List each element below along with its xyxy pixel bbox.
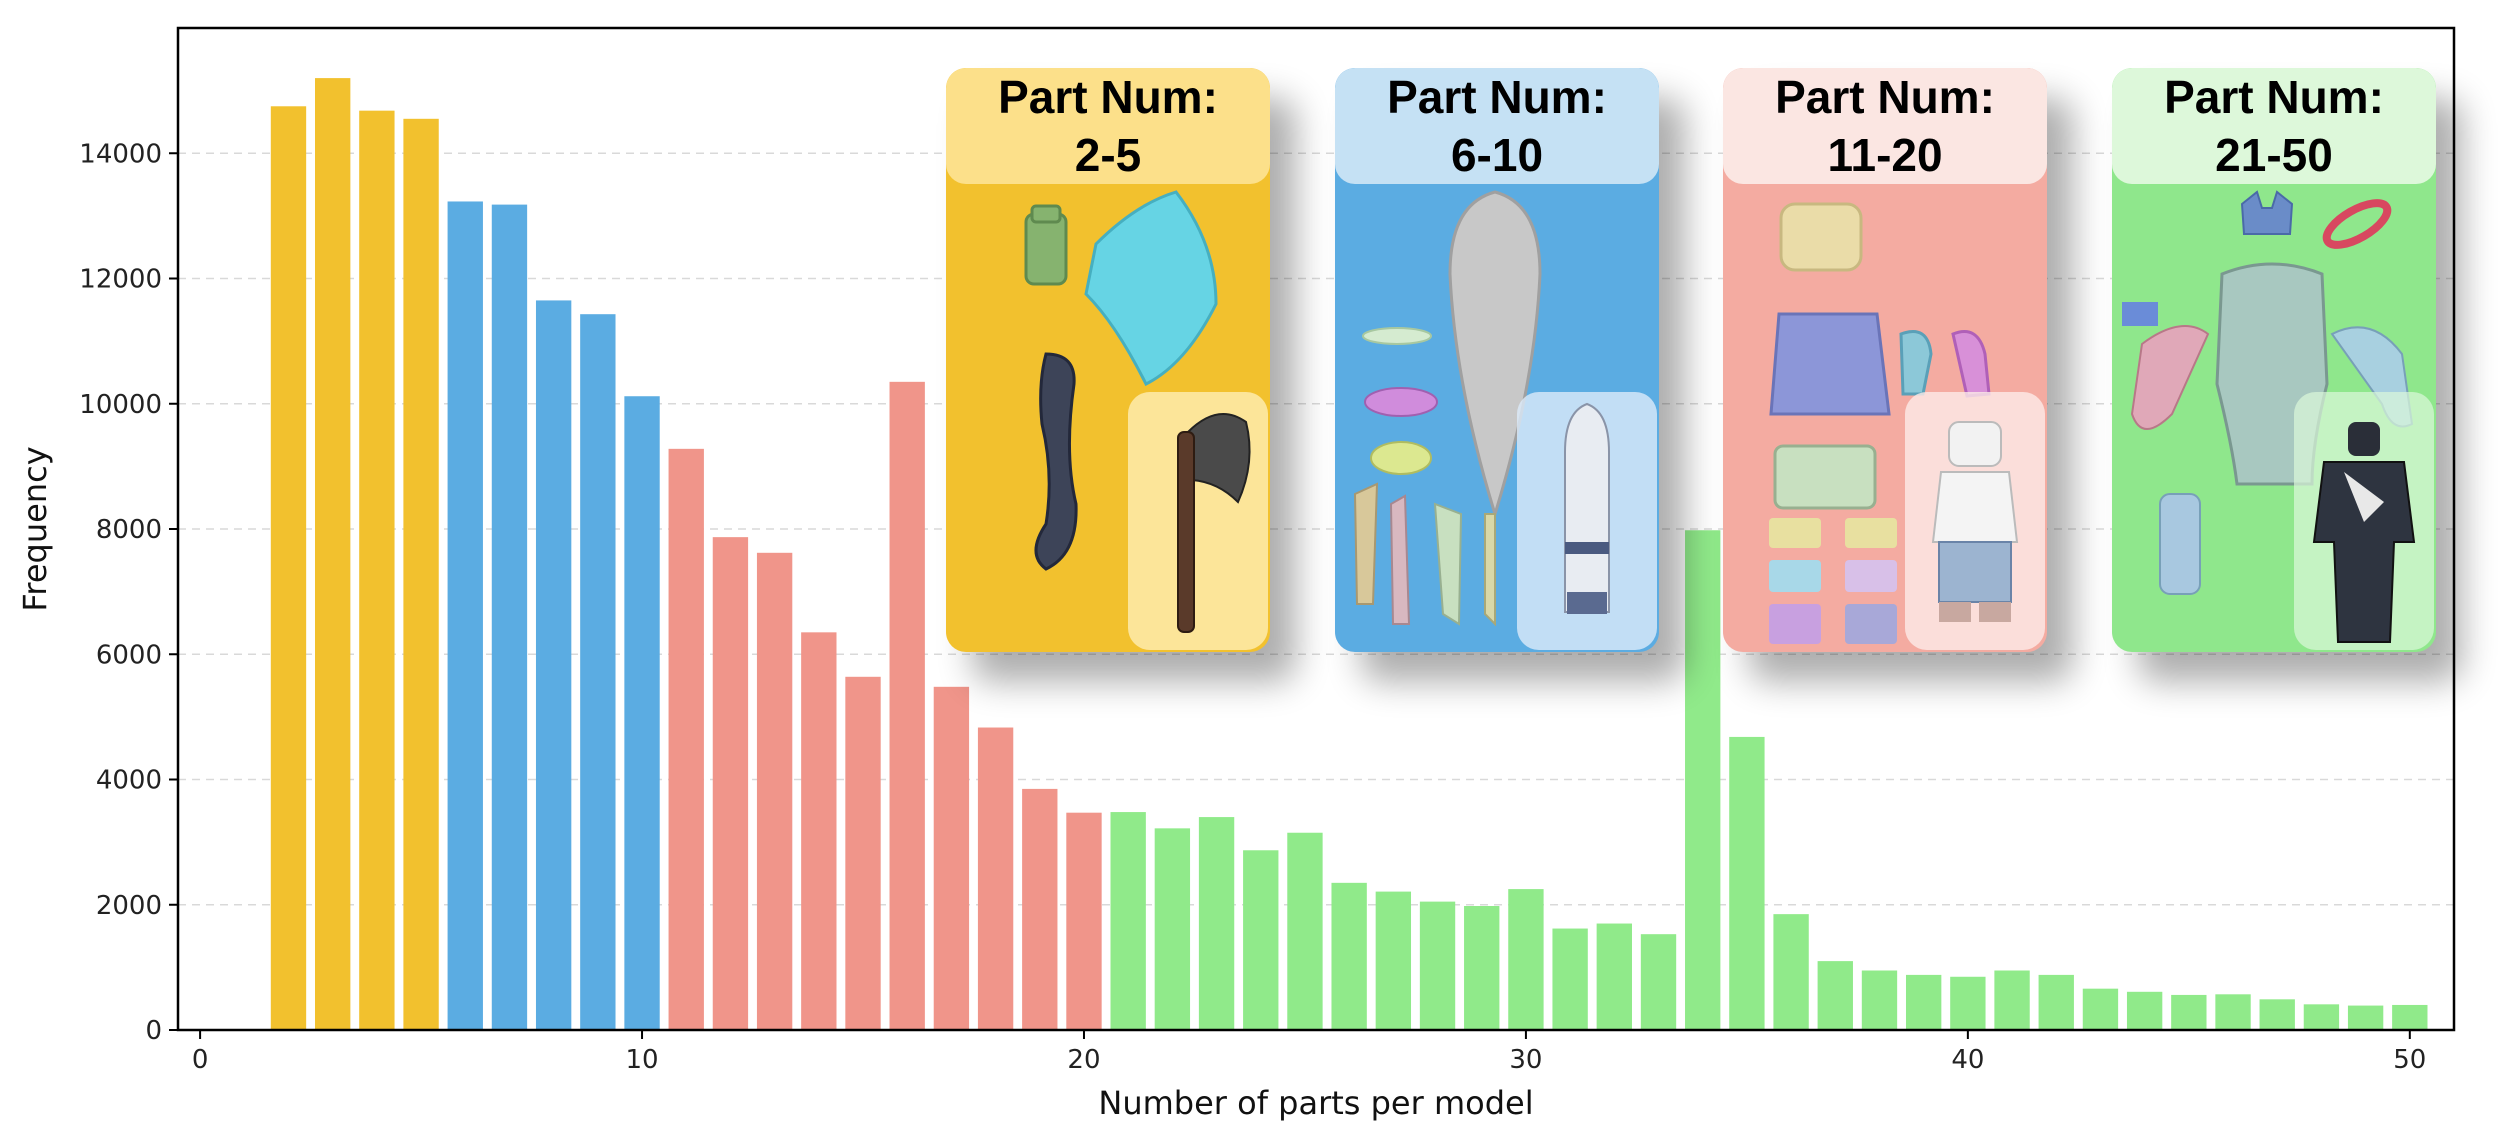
- bar-16: [889, 381, 925, 1030]
- card-title: Part Num:: [998, 71, 1218, 123]
- bar-18: [977, 727, 1014, 1030]
- bar-33: [1640, 934, 1677, 1030]
- bar-48: [2303, 1004, 2340, 1030]
- bar-44: [2126, 991, 2163, 1030]
- card-range: 11-20: [1827, 129, 1943, 181]
- card-title: Part Num:: [1387, 71, 1607, 123]
- lego-figure-parts-illustration: [1723, 184, 2047, 652]
- x-tick-label: 0: [192, 1045, 209, 1075]
- card-range: 2-5: [1074, 129, 1142, 181]
- x-tick-label: 20: [1067, 1045, 1100, 1075]
- bar-8: [535, 300, 572, 1030]
- bar-42: [2038, 974, 2074, 1030]
- bar-2: [270, 106, 307, 1030]
- bar-27: [1375, 891, 1412, 1030]
- y-axis-label: Frequency: [16, 446, 54, 611]
- card-part-num-2-5: Part Num: 2-5: [946, 68, 1270, 652]
- y-tick-label: 4000: [96, 766, 162, 796]
- bar-30: [1508, 889, 1544, 1030]
- bar-31: [1552, 928, 1588, 1030]
- y-tick-label: 6000: [96, 640, 162, 670]
- x-tick-label: 10: [625, 1045, 658, 1075]
- x-tick-label: 50: [2393, 1045, 2426, 1075]
- y-axis-ticks: 0 2000 4000 6000 8000 10000 12000 14000: [79, 139, 178, 1046]
- bar-46: [2215, 994, 2251, 1030]
- y-tick-label: 0: [145, 1016, 162, 1046]
- card-range: 6-10: [1450, 129, 1544, 181]
- bar-5: [403, 118, 439, 1030]
- card-header: Part Num: 11-20: [1723, 68, 2047, 184]
- card-inset: [1128, 392, 1268, 650]
- card-header: Part Num: 6-10: [1335, 68, 1659, 184]
- x-axis-ticks: 0 10 20 30 40 50: [192, 1030, 2426, 1075]
- bar-36: [1773, 914, 1809, 1030]
- bar-32: [1596, 923, 1632, 1030]
- bar-47: [2259, 999, 2295, 1030]
- x-tick-label: 30: [1509, 1045, 1542, 1075]
- hero-figure-parts-illustration: [2112, 184, 2436, 652]
- y-tick-label: 2000: [96, 891, 162, 921]
- bar-25: [1287, 832, 1323, 1030]
- bar-28: [1419, 901, 1456, 1030]
- bar-37: [1817, 961, 1853, 1030]
- bar-35: [1729, 736, 1765, 1030]
- bar-9: [580, 314, 616, 1030]
- y-tick-label: 8000: [96, 515, 162, 545]
- card-header: Part Num: 2-5: [946, 68, 1270, 184]
- rocket-parts-illustration: [1335, 184, 1659, 652]
- bar-29: [1464, 906, 1500, 1030]
- bar-41: [1994, 970, 2030, 1030]
- bar-12: [712, 537, 749, 1030]
- bar-21: [1110, 812, 1146, 1030]
- bar-34: [1685, 530, 1721, 1030]
- bar-43: [2082, 988, 2119, 1030]
- bar-20: [1066, 812, 1102, 1030]
- card-part-num-21-50: Part Num: 21-50: [2112, 68, 2436, 652]
- card-part-num-11-20: Part Num: 11-20: [1723, 68, 2047, 652]
- bar-23: [1198, 817, 1235, 1030]
- bar-10: [624, 396, 660, 1030]
- card-inset: [1517, 392, 1657, 650]
- axe-parts-illustration: [946, 184, 1270, 652]
- bar-39: [1905, 974, 1942, 1030]
- card-range: 21-50: [2215, 129, 2333, 181]
- bar-13: [756, 552, 793, 1030]
- card-header: Part Num: 21-50: [2112, 68, 2436, 184]
- x-tick-label: 40: [1951, 1045, 1984, 1075]
- card-title: Part Num:: [2164, 71, 2384, 123]
- bar-7: [491, 204, 528, 1031]
- x-axis-label: Number of parts per model: [1098, 1084, 1533, 1122]
- bar-38: [1861, 970, 1898, 1030]
- bar-15: [845, 676, 881, 1030]
- y-tick-label: 14000: [79, 139, 162, 169]
- bar-40: [1950, 976, 1986, 1030]
- card-title: Part Num:: [1775, 71, 1995, 123]
- bar-11: [668, 448, 704, 1031]
- bar-3: [315, 78, 351, 1031]
- bar-22: [1154, 828, 1191, 1030]
- card-inset: [1905, 392, 2045, 650]
- bar-24: [1243, 850, 1279, 1030]
- bars: [270, 78, 2428, 1031]
- card-part-num-6-10: Part Num: 6-10: [1335, 68, 1659, 652]
- y-tick-label: 10000: [79, 390, 162, 420]
- bar-6: [447, 201, 483, 1030]
- bar-50: [2392, 1004, 2428, 1030]
- bar-19: [1022, 788, 1058, 1030]
- bar-26: [1331, 882, 1367, 1030]
- y-tick-label: 12000: [79, 265, 162, 295]
- bar-4: [359, 110, 395, 1031]
- bar-14: [801, 632, 837, 1030]
- card-inset: [2294, 392, 2434, 650]
- bar-45: [2171, 994, 2207, 1030]
- bar-49: [2347, 1005, 2384, 1030]
- bar-17: [933, 686, 970, 1030]
